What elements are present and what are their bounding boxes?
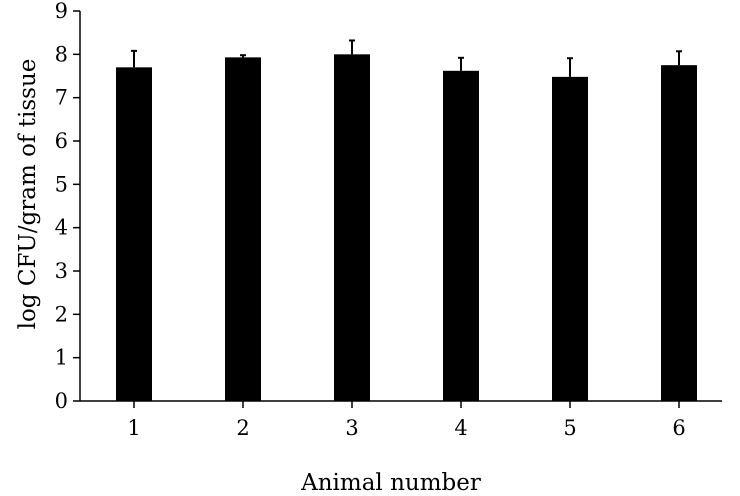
- y-tick-label: 2: [55, 302, 68, 326]
- y-axis-ticks: 0 1 2 3 4 5 6 7 8 9: [55, 0, 80, 413]
- bar: [443, 70, 479, 402]
- error-bars: [131, 39, 682, 77]
- x-tick-label: 4: [454, 416, 467, 440]
- x-axis-ticks: 1 2 3 4 5 6: [127, 401, 686, 440]
- x-tick-label: 5: [563, 416, 576, 440]
- y-tick-label: 5: [55, 172, 68, 196]
- bar: [225, 57, 261, 401]
- bar: [116, 67, 152, 401]
- bar: [661, 65, 697, 402]
- x-axis-title: Animal number: [300, 470, 481, 496]
- y-tick-label: 8: [55, 42, 68, 66]
- y-axis-title: log CFU/gram of tissue: [15, 59, 41, 330]
- bar: [552, 76, 588, 401]
- x-tick-label: 1: [127, 416, 140, 440]
- x-tick-label: 6: [672, 416, 685, 440]
- bars: [116, 54, 697, 402]
- y-tick-label: 9: [55, 0, 68, 23]
- y-tick-label: 3: [55, 259, 68, 283]
- bar: [334, 54, 370, 401]
- y-tick-label: 0: [55, 389, 68, 413]
- y-tick-label: 4: [55, 216, 68, 240]
- y-tick-label: 6: [55, 129, 68, 153]
- x-tick-label: 3: [345, 416, 358, 440]
- y-tick-label: 7: [55, 86, 68, 110]
- y-tick-label: 1: [55, 346, 68, 370]
- x-tick-label: 2: [236, 416, 249, 440]
